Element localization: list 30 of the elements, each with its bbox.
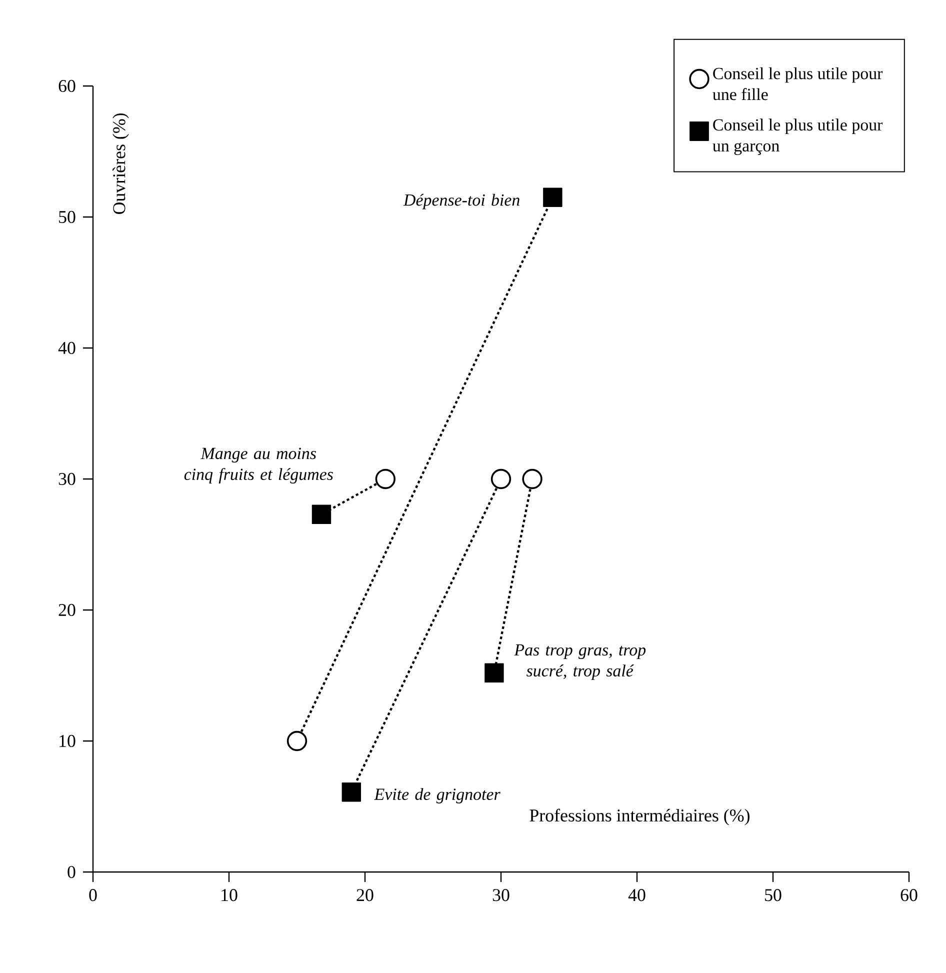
x-tick-label: 10	[222, 889, 238, 902]
y-tick-label: 40	[58, 342, 76, 354]
y-tick-label: 0	[68, 866, 76, 878]
x-tick-label: 60	[900, 889, 918, 902]
y-tick-label: 60	[58, 80, 76, 92]
annotation: Pas trop gras, trop sucré, trop salé	[514, 644, 646, 680]
x-tick-label: 40	[628, 889, 646, 902]
point	[286, 730, 308, 752]
legend-label: Conseil le plus utile pour une fille	[712, 67, 883, 100]
annotation: Mange au moins cinq fruits et légumes	[184, 448, 333, 484]
y-axis-title: Ouvrières (%)	[112, 113, 129, 214]
point	[484, 663, 504, 682]
x-axis-title: Professions intermédiaires (%)	[530, 808, 750, 826]
annotation: Evite de grignoter	[374, 788, 500, 804]
x-tick-label: 30	[492, 889, 510, 902]
point	[490, 468, 512, 490]
y-tick-label: 20	[58, 604, 76, 616]
point	[342, 782, 361, 802]
point	[375, 468, 396, 490]
annotation: Dépense-toi bien	[403, 194, 520, 210]
point	[522, 468, 542, 490]
y-tick-label: 50	[59, 210, 76, 224]
x-tick-label: 50	[765, 889, 782, 902]
point	[312, 504, 332, 524]
legend-label: Conseil le plus utile pour un garçon	[712, 118, 883, 156]
point	[543, 188, 562, 207]
x-tick-label: 0	[89, 889, 97, 902]
y-tick-label: 10	[60, 734, 76, 748]
x-tick-label: 20	[356, 889, 374, 902]
y-tick-label: 30	[58, 472, 76, 486]
